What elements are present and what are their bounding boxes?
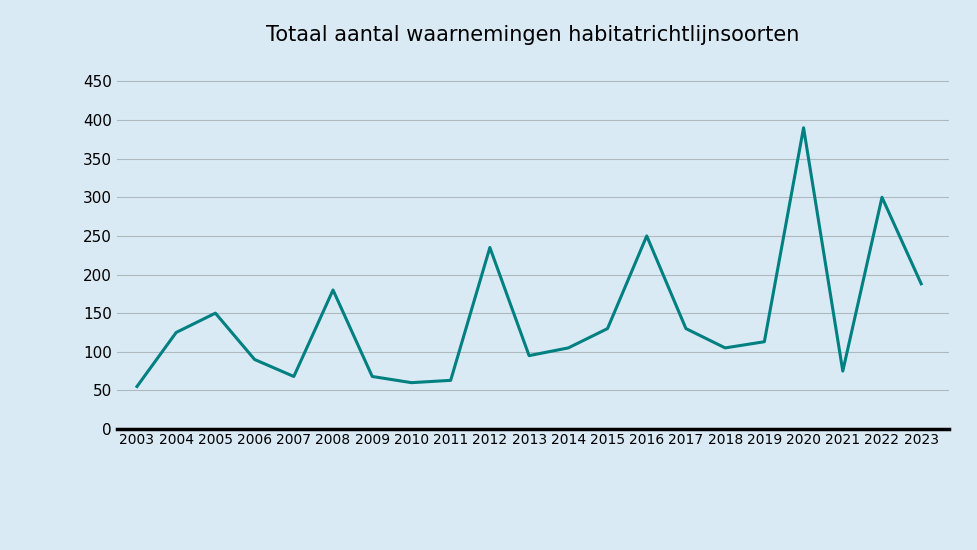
Title: Totaal aantal waarnemingen habitatrichtlijnsoorten: Totaal aantal waarnemingen habitatrichtl…	[266, 25, 799, 45]
